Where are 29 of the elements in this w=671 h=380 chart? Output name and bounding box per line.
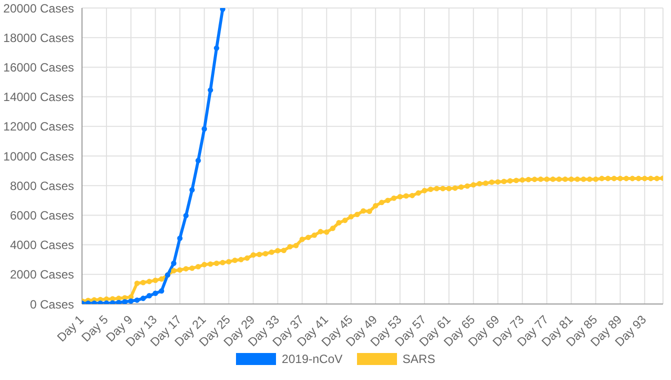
y-tick-label: 0 Cases: [30, 297, 74, 312]
legend-label: SARS: [402, 352, 436, 366]
point: [122, 299, 128, 304]
y-tick-label: 14000 Cases: [3, 90, 74, 104]
point: [134, 297, 140, 303]
point: [158, 288, 164, 294]
y-tick-label: 2000 Cases: [10, 268, 74, 282]
point: [208, 87, 214, 93]
point: [140, 296, 146, 302]
y-tick-label: 18000 Cases: [3, 30, 74, 45]
y-tick-label: 10000 Cases: [3, 149, 74, 164]
y-tick-label: 12000 Cases: [3, 120, 74, 134]
point: [177, 236, 183, 241]
point: [214, 45, 220, 51]
y-tick-label: 8000 Cases: [10, 178, 74, 193]
point: [196, 158, 201, 164]
point: [128, 298, 134, 304]
point: [146, 293, 152, 298]
legend-label: 2019-nCoV: [282, 352, 343, 366]
point: [183, 212, 189, 218]
point: [189, 187, 195, 193]
point: [202, 126, 208, 132]
point: [171, 260, 176, 266]
point: [116, 300, 122, 304]
y-tick-label: 20000 Cases: [3, 1, 74, 16]
point: [152, 290, 158, 296]
y-tick-label: 6000 Cases: [10, 208, 74, 222]
y-tick-label: 16000 Cases: [3, 60, 74, 74]
y-tick-label: 4000 Cases: [10, 238, 74, 252]
